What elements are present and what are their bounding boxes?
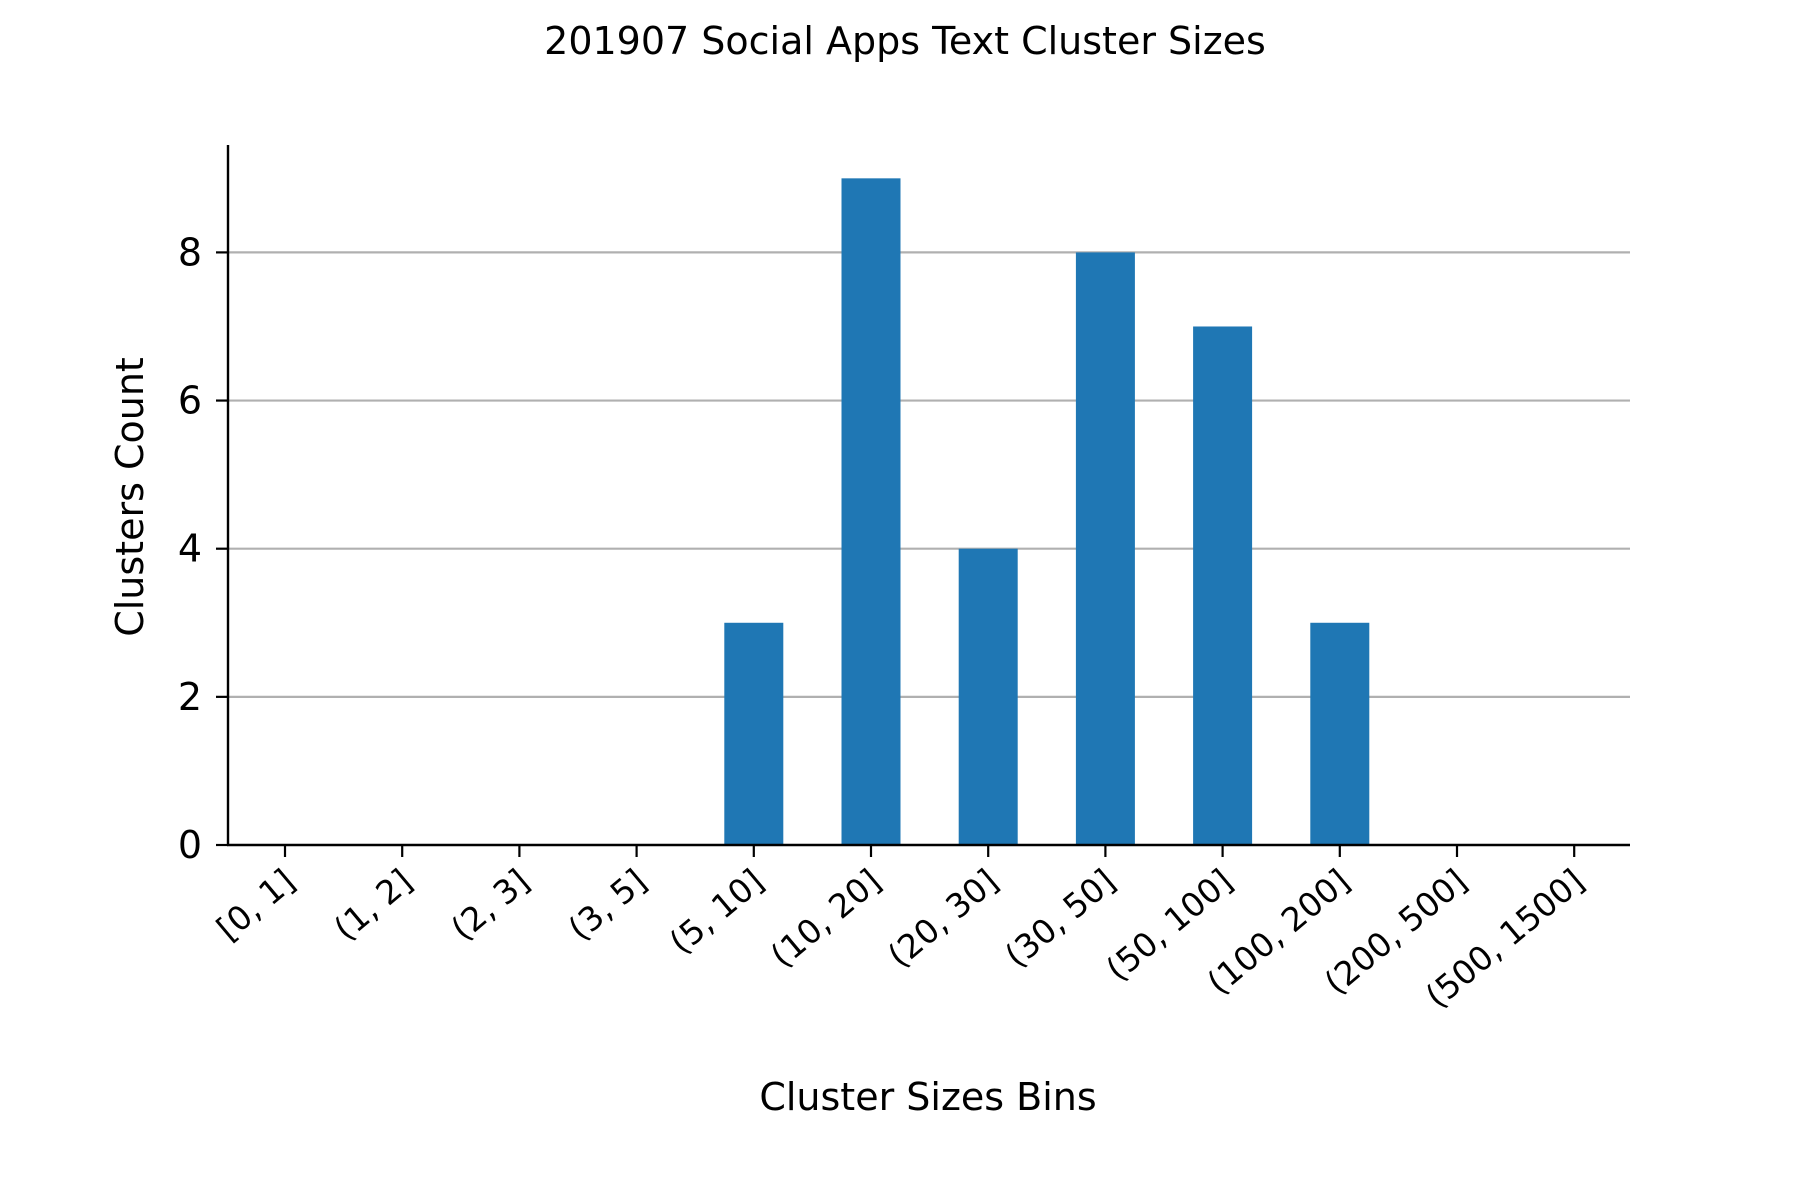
bar <box>841 178 901 846</box>
axes <box>226 145 1630 847</box>
bar <box>724 622 784 845</box>
y-tick-label: 6 <box>178 379 202 423</box>
y-tick-label: 4 <box>178 527 202 571</box>
bar <box>1075 252 1135 845</box>
bar <box>1310 622 1370 845</box>
bar <box>1193 326 1253 846</box>
chart-title: 201907 Social Apps Text Cluster Sizes <box>544 19 1266 63</box>
x-axis-label: Cluster Sizes Bins <box>759 1075 1096 1119</box>
bar <box>958 548 1018 845</box>
y-tick-label: 0 <box>178 823 202 867</box>
y-axis-label: Clusters Count <box>108 357 152 637</box>
y-tick-label: 2 <box>178 675 202 719</box>
grid-lines <box>228 251 1630 698</box>
bars <box>724 178 1370 846</box>
y-tick-label: 8 <box>178 230 202 274</box>
